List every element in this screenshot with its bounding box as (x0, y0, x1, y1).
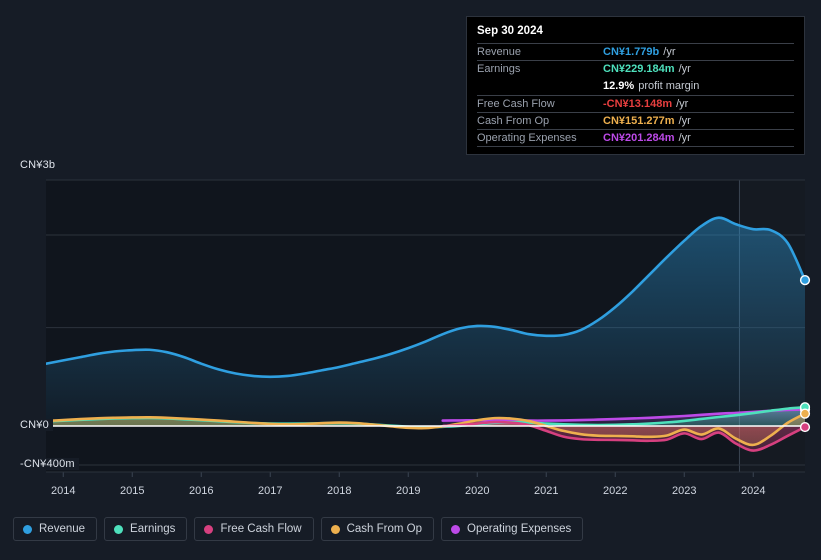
series-endpoint-cash-from-op (799, 408, 811, 419)
x-axis-label: 2017 (258, 485, 283, 497)
x-axis-label: 2021 (534, 485, 559, 497)
tooltip-bottom-rule (477, 146, 794, 148)
x-axis-label: 2023 (672, 485, 697, 497)
legend-item-label: Free Cash Flow (220, 523, 302, 535)
legend-item-revenue[interactable]: Revenue (13, 517, 98, 541)
legend-color-dot-icon (23, 524, 32, 534)
x-axis-label: 2022 (603, 485, 628, 497)
x-axis-label: 2020 (465, 485, 490, 497)
legend-color-dot-icon (114, 524, 124, 534)
tooltip-row-key: Operating Expenses (477, 132, 577, 145)
series-line-revenue (46, 216, 805, 379)
y-axis-label-zero: CN¥0 (20, 419, 53, 431)
chart-plot-area[interactable] (0, 0, 821, 512)
tooltip-date: Sep 30 2024 (477, 25, 543, 37)
chart-tooltip: Sep 30 2024 Revenue CN¥1.779b/yr Earnings C… (466, 16, 805, 155)
tooltip-row-value: CN¥229.184m (603, 63, 675, 76)
tooltip-row: Cash From Op CN¥151.277m/yr (477, 111, 794, 129)
tooltip-row: Free Cash Flow -CN¥13.148m/yr (477, 94, 794, 112)
tooltip-row-suffix: /yr (663, 46, 676, 59)
legend-color-dot-icon (330, 524, 340, 534)
tooltip-row: Revenue CN¥1.779b/yr (477, 43, 794, 60)
tooltip-row-suffix: /yr (678, 63, 691, 76)
legend-item-free-cash-flow[interactable]: Free Cash Flow (194, 517, 314, 541)
legend-color-dot-icon (204, 524, 214, 534)
legend-item-earnings[interactable]: Earnings (104, 517, 188, 541)
legend-color-dot-icon (451, 524, 461, 534)
series-line-operating-expenses (441, 408, 805, 422)
y-axis-label-bottom: -CN¥400m (20, 458, 79, 470)
x-axis-label: 2014 (51, 485, 76, 497)
y-axis-label-top: CN¥3b (20, 159, 60, 171)
series-endpoint-free-cash-flow (799, 421, 811, 433)
tooltip-row: 12.9% profit margin (477, 77, 794, 94)
legend-item-label: Revenue (39, 523, 86, 535)
legend-item-label: Operating Expenses (467, 523, 572, 535)
legend-item-label: Cash From Op (346, 523, 423, 535)
tooltip-row-value: CN¥201.284m (603, 132, 675, 145)
tooltip-row-value: CN¥1.779b (603, 46, 660, 59)
legend-item-operating-expenses[interactable]: Operating Expenses (441, 517, 584, 541)
tooltip-row-value: CN¥151.277m (603, 114, 675, 127)
legend-item-cash-from-op[interactable]: Cash From Op (320, 517, 435, 541)
series-line-free-cash-flow (441, 420, 805, 452)
tooltip-row-suffix: /yr (678, 132, 691, 145)
tooltip-rows: Revenue CN¥1.779b/yr Earnings CN¥229.184m/y… (477, 43, 794, 146)
tooltip-row: Operating Expenses CN¥201.284m/yr (477, 128, 794, 146)
tooltip-row-key: Cash From Op (477, 114, 550, 127)
tooltip-row-key: Earnings (477, 63, 521, 76)
tooltip-row-key: Revenue (477, 46, 522, 59)
chart-svg (46, 179, 811, 477)
tooltip-row-suffix: /yr (676, 97, 689, 110)
x-axis-label: 2018 (327, 485, 352, 497)
tooltip-row-suffix: /yr (678, 114, 691, 127)
x-axis-label: 2015 (120, 485, 145, 497)
series-line-cash-from-op (46, 412, 805, 447)
tooltip-row-suffix: profit margin (638, 79, 700, 92)
tooltip-row-value: -CN¥13.148m (603, 97, 673, 110)
tooltip-row: Earnings CN¥229.184m/yr (477, 60, 794, 77)
series-endpoint-revenue (799, 275, 811, 286)
chart-legend[interactable]: Revenue Earnings Free Cash Flow Cash From O… (13, 517, 584, 541)
tooltip-row-key: Free Cash Flow (477, 97, 555, 110)
x-axis-label: 2019 (396, 485, 421, 497)
x-axis-label: 2024 (741, 485, 766, 497)
x-axis-label: 2016 (189, 485, 214, 497)
legend-item-label: Earnings (130, 523, 176, 535)
tooltip-row-value: 12.9% (603, 79, 635, 92)
